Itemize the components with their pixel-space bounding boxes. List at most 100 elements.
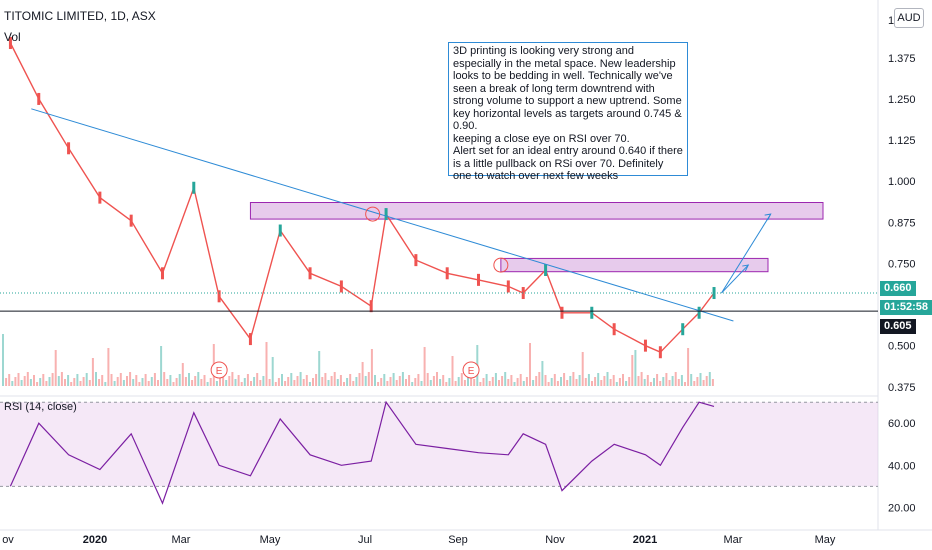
volume-bar bbox=[370, 349, 373, 386]
breakout-circle bbox=[365, 206, 381, 222]
volume-bar bbox=[374, 375, 376, 386]
volume-bar bbox=[705, 376, 708, 386]
volume-bar bbox=[302, 379, 305, 386]
price-candle bbox=[129, 214, 133, 227]
volume-bar bbox=[429, 380, 432, 386]
volume-bar bbox=[600, 380, 603, 386]
volume-bar bbox=[529, 343, 531, 386]
currency-button[interactable]: AUD bbox=[894, 8, 924, 28]
volume-bar bbox=[277, 378, 280, 386]
volume-bar bbox=[662, 377, 665, 386]
time-tick-label: Mar bbox=[724, 534, 743, 546]
volume-bar bbox=[290, 373, 293, 386]
price-candle bbox=[560, 306, 564, 319]
price-candle bbox=[308, 267, 312, 280]
price-tick-label: 1.250 bbox=[888, 94, 916, 106]
volume-bar bbox=[8, 374, 11, 386]
volume-bar bbox=[29, 379, 32, 386]
volume-bar bbox=[442, 375, 445, 386]
volume-bar bbox=[209, 378, 212, 386]
volume-bar bbox=[157, 380, 159, 386]
volume-bar bbox=[594, 377, 597, 386]
price-candle bbox=[217, 290, 221, 303]
volume-bar bbox=[581, 352, 584, 386]
volume-bar bbox=[656, 374, 659, 386]
volume-bar bbox=[392, 373, 395, 386]
volume-bar bbox=[612, 375, 615, 386]
volume-bar bbox=[414, 378, 417, 386]
volume-bar bbox=[358, 373, 361, 386]
volume-bar bbox=[420, 381, 423, 386]
volume-bar bbox=[618, 378, 621, 386]
volume-bar bbox=[380, 378, 383, 386]
volume-bar bbox=[82, 377, 85, 386]
volume-bar bbox=[197, 372, 200, 386]
volume-bar bbox=[460, 373, 463, 386]
price-candle bbox=[590, 306, 594, 319]
volume-bar bbox=[215, 381, 218, 386]
downtrend-line bbox=[31, 108, 734, 322]
volume-bar bbox=[690, 374, 693, 386]
volume-bar bbox=[172, 382, 175, 386]
volume-bar bbox=[116, 377, 119, 386]
volume-bar bbox=[312, 378, 314, 386]
volume-bar bbox=[262, 376, 265, 386]
price-candle bbox=[37, 92, 41, 105]
volume-bar bbox=[76, 374, 79, 386]
volume-bar bbox=[560, 377, 562, 386]
projection-arrowhead bbox=[742, 264, 750, 272]
price-candle bbox=[248, 333, 252, 346]
volume-bar bbox=[541, 361, 544, 386]
rsi-label: RSI (14, close) bbox=[4, 401, 77, 413]
volume-bar bbox=[48, 377, 51, 386]
volume-bar bbox=[398, 376, 401, 386]
volume-bar bbox=[268, 379, 271, 386]
volume-bar bbox=[287, 377, 290, 386]
volume-bar bbox=[538, 372, 541, 386]
time-tick-label: Sep bbox=[448, 534, 468, 546]
volume-bar bbox=[20, 380, 23, 386]
volume-bar bbox=[135, 375, 138, 386]
volume-bar bbox=[222, 373, 225, 386]
volume-bar bbox=[482, 378, 485, 386]
volume-bar bbox=[339, 375, 342, 386]
volume-bar bbox=[79, 381, 82, 386]
breakout-circle bbox=[493, 257, 509, 273]
volume-bar bbox=[98, 379, 101, 386]
volume-bar bbox=[646, 375, 649, 386]
volume-bar bbox=[507, 379, 510, 386]
volume-bar bbox=[525, 377, 528, 386]
volume-bar bbox=[606, 372, 609, 386]
price-candle bbox=[160, 267, 164, 280]
volume-bar bbox=[250, 381, 252, 386]
time-tick-label: 2021 bbox=[633, 534, 657, 546]
volume-bar bbox=[234, 379, 237, 386]
volume-bar bbox=[104, 382, 107, 386]
volume-bar bbox=[640, 372, 643, 386]
volume-bar bbox=[699, 373, 702, 386]
volume-bar bbox=[67, 375, 70, 386]
volume-bar bbox=[321, 377, 324, 386]
volume-bar bbox=[163, 372, 166, 386]
price-tick-label: 0.875 bbox=[888, 217, 916, 229]
volume-bar bbox=[653, 378, 655, 386]
volume-bar bbox=[153, 373, 156, 386]
volume-bar bbox=[591, 381, 593, 386]
volume-bar bbox=[665, 373, 668, 386]
volume-bar bbox=[491, 377, 494, 386]
volume-bar bbox=[532, 380, 535, 386]
volume-bar bbox=[200, 379, 203, 386]
volume-bar bbox=[563, 373, 566, 386]
volume-bar bbox=[504, 372, 507, 386]
volume-bar bbox=[203, 375, 206, 386]
volume-bar bbox=[129, 372, 132, 386]
projection-arrow bbox=[721, 264, 749, 294]
volume-bar bbox=[150, 377, 153, 386]
volume-bar bbox=[603, 376, 606, 386]
price-candle bbox=[477, 273, 481, 286]
volume-bar bbox=[169, 375, 172, 386]
volume-bar bbox=[119, 373, 122, 386]
volume-bar bbox=[535, 376, 538, 386]
price-series-line bbox=[9, 42, 715, 354]
